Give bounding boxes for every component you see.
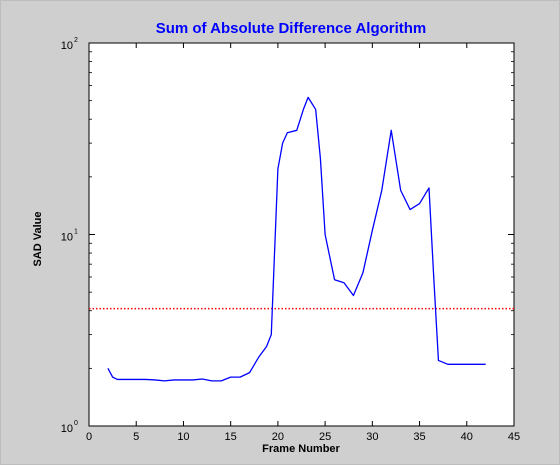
y-tick-label: 10	[61, 232, 73, 244]
x-tick-label: 20	[272, 431, 284, 443]
x-tick-label: 30	[366, 431, 378, 443]
x-tick-label: 35	[413, 431, 425, 443]
plot-area	[88, 42, 515, 427]
x-tick-label: 25	[319, 431, 331, 443]
x-axis-label: Frame Number	[262, 443, 340, 455]
y-tick-exponent: 1	[74, 229, 78, 236]
x-tick-label: 0	[86, 431, 92, 443]
x-tick-label: 5	[133, 431, 139, 443]
y-tick-label: 10	[61, 40, 73, 52]
y-tick-exponent: 0	[74, 420, 78, 427]
x-tick-label: 45	[508, 431, 520, 443]
x-tick-label: 15	[225, 431, 237, 443]
series-layer	[107, 96, 486, 382]
y-axis-label: SAD Value	[32, 211, 44, 266]
x-tick-label: 40	[461, 431, 473, 443]
x-axis: 0 5 10 15 20 25 30 35 40 45	[86, 43, 520, 443]
y-tick-label: 10	[61, 423, 73, 435]
chart-title: Sum of Absolute Difference Algorithm	[156, 20, 427, 37]
series-line-0	[107, 96, 486, 382]
y-tick-exponent: 2	[74, 37, 78, 44]
x-tick-label: 10	[177, 431, 189, 443]
